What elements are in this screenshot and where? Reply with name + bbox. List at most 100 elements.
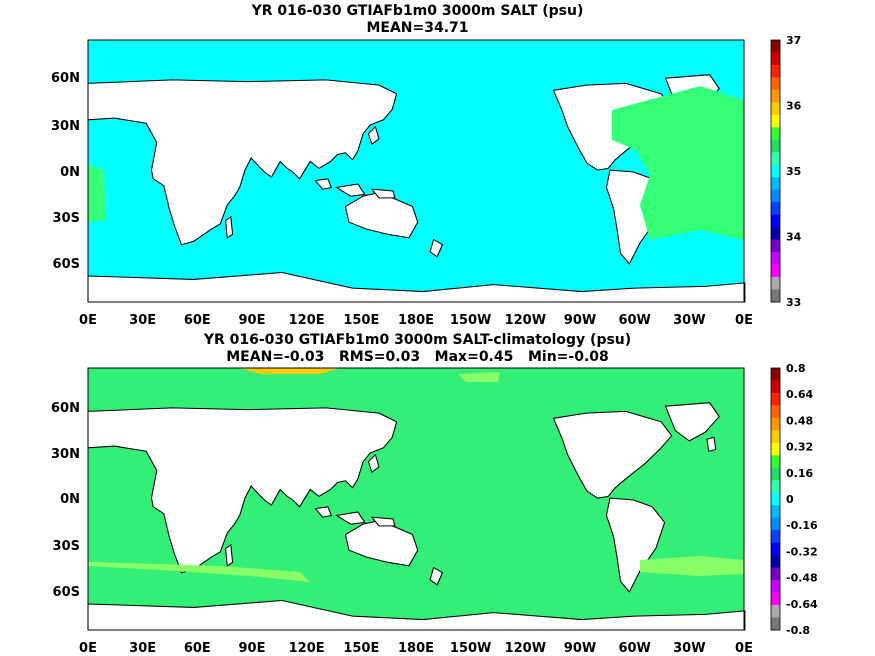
y-tick-30S: 30S — [53, 211, 80, 226]
x-tick-label: 30E — [129, 641, 156, 656]
colorbar-tick-label: 0.48 — [786, 414, 813, 427]
colorbar-swatch — [771, 517, 780, 531]
y-tick-60N: 60N — [51, 401, 80, 416]
panel1-subtitle: MEAN=34.71 — [366, 20, 469, 36]
colorbar-swatch — [771, 480, 780, 494]
colorbar-swatch — [771, 264, 780, 278]
colorbar-tick-label: 0.8 — [786, 362, 806, 375]
colorbar-swatch — [771, 164, 780, 178]
colorbar-swatch — [771, 177, 780, 191]
colorbar-swatch — [771, 567, 780, 581]
x-tick-label: 0E — [79, 641, 97, 656]
x-tick-label: 60W — [618, 313, 650, 328]
x-tick-label: 60E — [184, 641, 211, 656]
colorbar-swatch — [771, 77, 780, 91]
colorbar-swatch — [771, 202, 780, 215]
panel1-map — [87, 39, 746, 303]
x-tick-label: 30E — [129, 313, 156, 328]
y-tick-30N: 30N — [51, 447, 80, 462]
colorbar-swatch — [771, 139, 780, 153]
colorbar-swatch — [771, 617, 780, 631]
panel2-y-axis: 60N 30N 0N 30S 60S — [51, 401, 80, 600]
x-tick-label: 30W — [673, 641, 705, 656]
colorbar-tick-label: -0.64 — [786, 598, 818, 611]
colorbar-swatch — [771, 289, 780, 303]
colorbar-swatch — [771, 505, 780, 519]
x-tick-label: 0E — [735, 641, 753, 656]
x-tick-label: 120E — [289, 641, 325, 656]
colorbar-swatch — [771, 102, 780, 116]
x-tick-label: 60E — [184, 313, 211, 328]
colorbar-swatch — [771, 89, 780, 103]
panel2-subtitle: MEAN=-0.03 RMS=0.03 Max=0.45 Min=-0.08 — [226, 349, 609, 365]
panel1-y-axis: 60N 30N 0N 30S 60S — [51, 71, 80, 272]
colorbar-tick-label: 37 — [786, 34, 801, 47]
y-tick-0N: 0N — [60, 492, 80, 507]
panel2-colorbar: 0.8 0.64 0.48 0.32 0.16 0 -0.16 -0.32 -0.48 -0.64… — [770, 362, 818, 637]
x-tick-label: 0E — [79, 313, 97, 328]
y-tick-60N: 60N — [51, 71, 80, 86]
panel1-title: YR 016-030 GTIAFb1m0 3000m SALT (psu) — [251, 3, 584, 19]
panel1-atlantic-patch — [612, 86, 744, 240]
colorbar-swatch — [771, 430, 780, 444]
panel2-arctic-patch — [458, 372, 500, 382]
colorbar-swatch — [771, 530, 780, 543]
y-tick-30N: 30N — [51, 119, 80, 134]
colorbar-swatch — [771, 392, 780, 406]
colorbar-swatch — [771, 592, 780, 606]
x-tick-label: 0E — [735, 313, 753, 328]
colorbar-swatch — [771, 580, 780, 593]
panel1-west-patch — [88, 165, 106, 222]
panel2-map — [87, 367, 746, 631]
y-tick-60S: 60S — [53, 585, 80, 600]
colorbar-swatch — [771, 114, 780, 128]
y-tick-0N: 0N — [60, 165, 80, 180]
x-tick-label: 180E — [398, 641, 434, 656]
colorbar-swatch — [771, 189, 780, 203]
x-tick-label: 120W — [505, 313, 546, 328]
colorbar-tick-label: -0.32 — [786, 545, 818, 558]
colorbar-tick-label: 0.64 — [786, 388, 813, 401]
colorbar-swatch — [771, 455, 780, 469]
x-tick-label: 90W — [564, 641, 596, 656]
colorbar-swatch — [771, 227, 780, 240]
colorbar-swatch — [771, 52, 780, 66]
colorbar-swatch — [771, 277, 780, 290]
panel2-southern-patch — [88, 562, 310, 582]
x-tick-label: 120W — [505, 641, 546, 656]
colorbar-swatch — [771, 605, 780, 618]
x-tick-label: 30W — [673, 313, 705, 328]
colorbar-tick-label: 0.32 — [786, 441, 813, 454]
panel1-x-axis: 0E 30E 60E 90E 120E 150E 180E 150W 120W 90W 60W 30W… — [79, 313, 753, 328]
panel1-colorbar: 37 36 35 34 33 — [770, 34, 802, 309]
colorbar-swatch — [771, 214, 780, 228]
colorbar-swatch — [771, 467, 780, 481]
x-tick-label: 60W — [618, 641, 650, 656]
colorbar-swatch — [771, 555, 780, 568]
panel2-southern-patch-east — [640, 556, 744, 576]
colorbar-tick-label: 34 — [786, 231, 802, 244]
colorbar-swatch — [771, 64, 780, 78]
colorbar-tick-label: 33 — [786, 296, 801, 309]
colorbar-swatch — [771, 380, 780, 394]
colorbar-tick-label: 0.16 — [786, 467, 813, 480]
colorbar-swatch — [771, 239, 780, 253]
colorbar-tick-label: 0 — [786, 493, 794, 506]
x-tick-label: 90E — [239, 313, 266, 328]
x-tick-label: 150E — [343, 313, 379, 328]
panel2-title: YR 016-030 GTIAFb1m0 3000m SALT-climatol… — [203, 332, 632, 348]
colorbar-tick-label: -0.8 — [786, 624, 810, 637]
x-tick-label: 180E — [398, 313, 434, 328]
x-tick-label: 90E — [239, 641, 266, 656]
colorbar-swatch — [771, 152, 780, 166]
colorbar-swatch — [771, 405, 780, 419]
colorbar-swatch — [771, 417, 780, 431]
colorbar-swatch — [771, 492, 780, 506]
y-tick-60S: 60S — [53, 257, 80, 272]
colorbar-tick-label: 35 — [786, 165, 801, 178]
colorbar-swatch — [771, 368, 780, 381]
panel2-arctic-positive-patch — [240, 368, 340, 374]
x-tick-label: 150W — [450, 641, 491, 656]
x-tick-label: 150W — [450, 313, 491, 328]
